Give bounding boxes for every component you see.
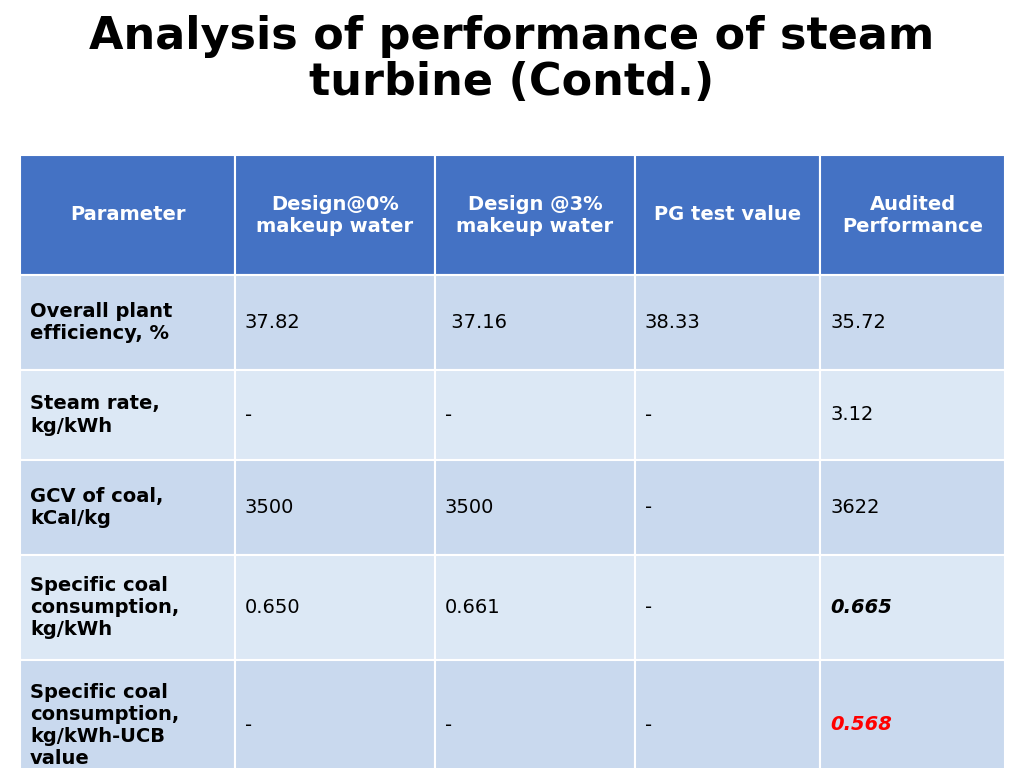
Bar [635,370,820,460]
Bar [820,275,1005,370]
Text: 0.650: 0.650 [245,598,301,617]
Text: 37.16: 37.16 [445,313,507,332]
Bar [820,555,1005,660]
Bar [20,555,234,660]
Text: 3622: 3622 [830,498,880,517]
Bar [635,660,820,768]
Bar [20,460,234,555]
Text: 3500: 3500 [245,498,294,517]
Bar [435,155,635,275]
Bar [234,155,435,275]
Text: -: - [645,406,652,425]
Bar [635,460,820,555]
Bar [234,275,435,370]
Text: -: - [645,598,652,617]
Text: turbine (Contd.): turbine (Contd.) [309,61,715,104]
Bar [635,275,820,370]
Bar [20,370,234,460]
Text: 37.82: 37.82 [245,313,301,332]
Text: -: - [245,716,252,734]
Text: GCV of coal,
kCal/kg: GCV of coal, kCal/kg [30,487,164,528]
Text: -: - [445,406,453,425]
Bar [635,155,820,275]
Bar [635,555,820,660]
Text: Parameter: Parameter [70,206,185,224]
Bar [234,460,435,555]
Bar [820,660,1005,768]
Bar [435,275,635,370]
Text: 0.665: 0.665 [830,598,892,617]
Text: 38.33: 38.33 [645,313,700,332]
Text: Specific coal
consumption,
kg/kWh: Specific coal consumption, kg/kWh [30,576,179,639]
Bar [435,370,635,460]
Text: Design @3%
makeup water: Design @3% makeup water [457,194,613,236]
Text: 3500: 3500 [445,498,495,517]
Text: -: - [445,716,453,734]
Bar [820,460,1005,555]
Bar [435,555,635,660]
Bar [435,460,635,555]
Text: Steam rate,
kg/kWh: Steam rate, kg/kWh [30,395,160,435]
Bar [20,275,234,370]
Text: -: - [645,498,652,517]
Text: -: - [645,716,652,734]
Text: 3.12: 3.12 [830,406,873,425]
Text: Specific coal
consumption,
kg/kWh-UCB
value: Specific coal consumption, kg/kWh-UCB va… [30,683,179,767]
Bar [234,660,435,768]
Text: 35.72: 35.72 [830,313,886,332]
Text: Analysis of performance of steam: Analysis of performance of steam [89,15,935,58]
Bar [234,370,435,460]
Bar [820,370,1005,460]
Text: 0.568: 0.568 [830,716,892,734]
Bar [20,155,234,275]
Bar [820,155,1005,275]
Text: Overall plant
efficiency, %: Overall plant efficiency, % [30,302,172,343]
Text: 0.661: 0.661 [445,598,501,617]
Text: Audited
Performance: Audited Performance [842,194,983,236]
Text: PG test value: PG test value [654,206,801,224]
Bar [234,555,435,660]
Bar [20,660,234,768]
Text: Design@0%
makeup water: Design@0% makeup water [256,194,414,236]
Text: -: - [245,406,252,425]
Bar [435,660,635,768]
